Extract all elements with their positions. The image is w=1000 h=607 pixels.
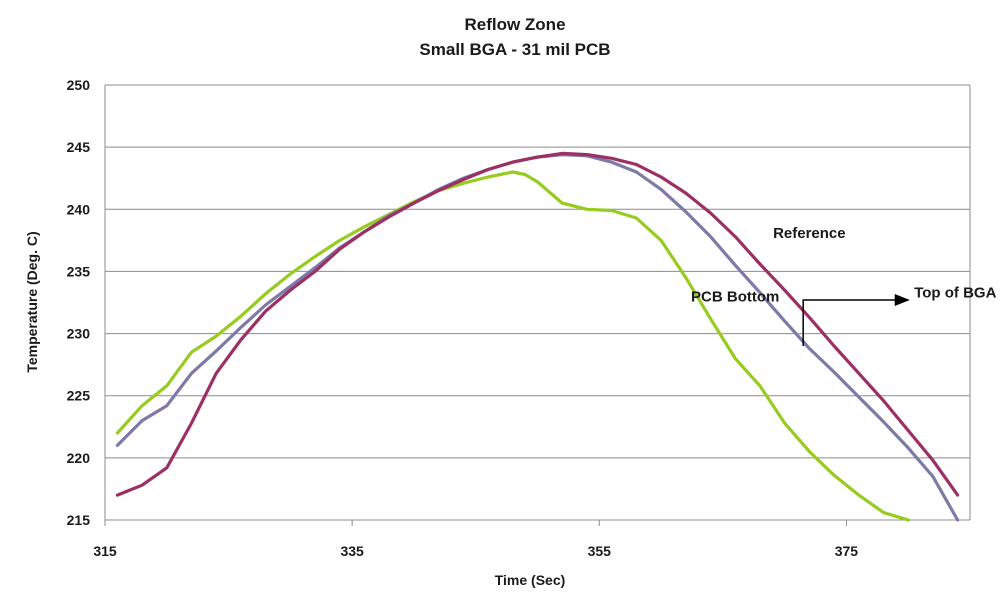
x-tick-label-355: 355 bbox=[588, 543, 612, 559]
x-tick-label-335: 335 bbox=[340, 543, 364, 559]
x-tick-labels: 315 335 355 375 bbox=[93, 543, 858, 559]
y-tick-label-240: 240 bbox=[67, 201, 91, 217]
series-lines bbox=[115, 151, 960, 522]
y-axis-label: Temperature (Deg. C) bbox=[24, 231, 40, 372]
annotation-pcb-bottom: PCB Bottom bbox=[691, 288, 779, 305]
annotation-arrow-top-of-bga bbox=[802, 294, 910, 346]
series-line-pcb-bottom bbox=[115, 170, 910, 522]
y-tick-label-245: 245 bbox=[67, 139, 91, 155]
series-line-reference bbox=[115, 151, 960, 497]
x-axis-label: Time (Sec) bbox=[495, 572, 566, 588]
x-tick-label-315: 315 bbox=[93, 543, 117, 559]
gridlines bbox=[104, 84, 971, 526]
chart-title: Reflow Zone bbox=[464, 15, 565, 34]
y-tick-label-235: 235 bbox=[67, 263, 91, 279]
y-tick-label-250: 250 bbox=[67, 77, 91, 93]
y-tick-label-230: 230 bbox=[67, 326, 91, 342]
y-tick-labels: 215 220 225 230 235 240 245 250 bbox=[67, 77, 91, 528]
y-tick-label-220: 220 bbox=[67, 450, 91, 466]
y-tick-label-215: 215 bbox=[67, 512, 91, 528]
y-tick-label-225: 225 bbox=[67, 388, 91, 404]
annotation-top-of-bga: Top of BGA bbox=[914, 285, 996, 302]
chart-subtitle: Small BGA - 31 mil PCB bbox=[419, 40, 610, 59]
annotations: Reference PCB Bottom Top of BGA bbox=[691, 225, 997, 346]
annotation-reference: Reference bbox=[773, 225, 846, 242]
x-tick-label-375: 375 bbox=[835, 543, 859, 559]
